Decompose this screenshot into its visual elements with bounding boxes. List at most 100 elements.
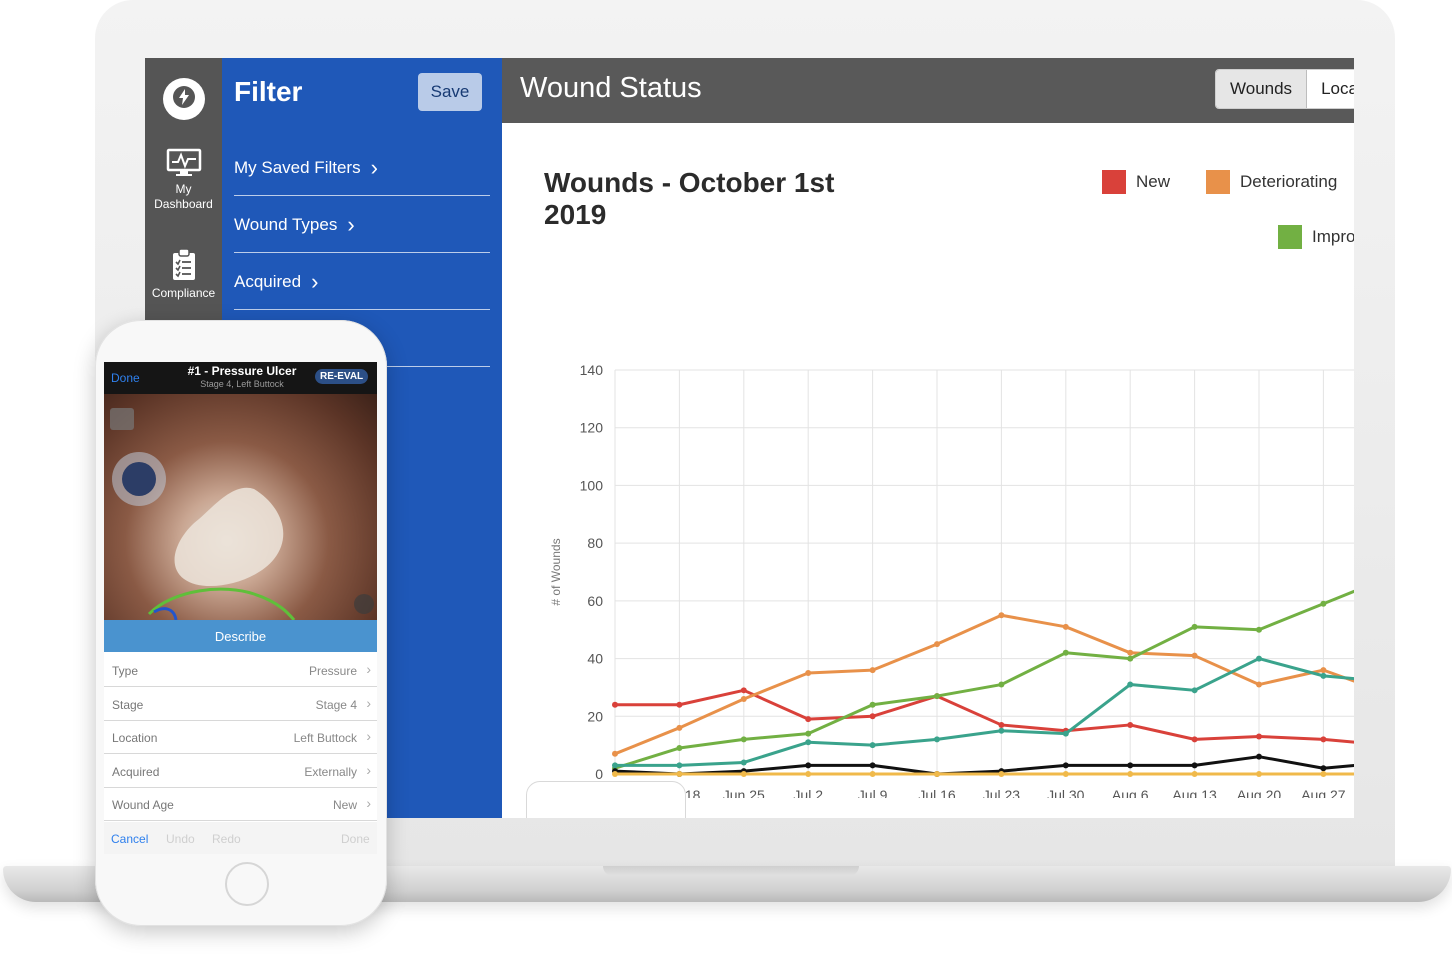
row-value: Left Buttock bbox=[293, 731, 357, 745]
wound-outline bbox=[147, 487, 296, 620]
detail-row-wound-age[interactable]: Wound Age New › bbox=[104, 788, 377, 821]
legend-item-deteriorating[interactable]: Deteriorating bbox=[1206, 170, 1337, 194]
describe-tab[interactable]: Describe bbox=[104, 620, 377, 652]
reeval-button[interactable]: RE-EVAL bbox=[315, 369, 369, 384]
undo-button[interactable]: Undo bbox=[166, 832, 195, 846]
toolbar-done-button[interactable]: Done bbox=[341, 832, 370, 846]
legend-item-new[interactable]: New bbox=[1102, 170, 1170, 194]
legend-label: Impro bbox=[1312, 227, 1354, 246]
monitor-icon bbox=[145, 148, 222, 178]
data-point bbox=[612, 762, 618, 769]
data-point bbox=[1320, 736, 1327, 743]
series-line-0 bbox=[615, 688, 1354, 744]
legend-item-improving[interactable]: Impro bbox=[1278, 225, 1354, 249]
data-point bbox=[869, 713, 876, 720]
sidebar-item-dashboard[interactable]: My Dashboard bbox=[145, 148, 222, 212]
detail-row-stage[interactable]: Stage Stage 4 › bbox=[104, 688, 377, 721]
data-point bbox=[740, 759, 747, 766]
data-point bbox=[1062, 771, 1069, 777]
sidebar-item-compliance[interactable]: Compliance bbox=[145, 248, 222, 301]
cancel-button[interactable]: Cancel bbox=[111, 832, 149, 846]
x-tick-label: Jul 16 bbox=[918, 787, 956, 798]
y-tick-label: 0 bbox=[595, 766, 603, 782]
legend-label: New bbox=[1136, 172, 1171, 191]
chevron-right-icon: › bbox=[366, 728, 371, 744]
data-point bbox=[1256, 771, 1262, 777]
series-line-4 bbox=[614, 755, 1354, 776]
detail-row-acquired[interactable]: Acquired Externally › bbox=[104, 755, 377, 788]
y-tick-label: 40 bbox=[587, 651, 603, 667]
data-point bbox=[805, 716, 812, 723]
bottom-tab-stub[interactable] bbox=[526, 781, 686, 818]
save-button[interactable]: Save bbox=[418, 73, 482, 111]
data-point bbox=[998, 612, 1005, 619]
data-point bbox=[1191, 771, 1198, 777]
redo-button[interactable]: Redo bbox=[212, 832, 241, 846]
chevron-right-icon: › bbox=[370, 154, 378, 180]
chart-card: Wounds - October 1st 2019 New Deteriorat… bbox=[502, 123, 1354, 818]
data-point bbox=[805, 730, 812, 737]
y-tick-label: 60 bbox=[587, 593, 603, 609]
data-point bbox=[612, 771, 618, 777]
data-point bbox=[676, 701, 683, 708]
data-point bbox=[998, 727, 1005, 734]
phone-frame: Done #1 - Pressure Ulcer Stage 4, Left B… bbox=[95, 320, 387, 926]
home-button[interactable] bbox=[225, 862, 269, 906]
chart-title: Wounds - October 1st 2019 bbox=[544, 167, 835, 230]
data-point bbox=[869, 762, 876, 769]
data-point bbox=[1256, 681, 1262, 688]
filter-item-label: Wound Types bbox=[234, 214, 338, 234]
data-point bbox=[1191, 736, 1198, 743]
x-tick-label: Aug 6 bbox=[1112, 787, 1149, 798]
legend-swatch bbox=[1206, 170, 1230, 194]
detail-row-location[interactable]: Location Left Buttock › bbox=[104, 721, 377, 754]
filter-item-wound-types[interactable]: Wound Types › bbox=[234, 197, 490, 253]
data-point bbox=[1127, 721, 1134, 728]
row-label: Type bbox=[112, 664, 139, 678]
chevron-right-icon: › bbox=[311, 268, 319, 294]
wound-photo[interactable] bbox=[104, 394, 377, 620]
legend-swatch bbox=[1102, 170, 1126, 194]
tab-wounds[interactable]: Wounds bbox=[1216, 70, 1308, 108]
data-point bbox=[1191, 762, 1198, 769]
sidebar-item-label: My Dashboard bbox=[154, 182, 213, 211]
data-point bbox=[676, 724, 683, 731]
data-point bbox=[1191, 623, 1198, 630]
data-point bbox=[1127, 649, 1134, 656]
x-tick-label: Jul 30 bbox=[1047, 787, 1085, 798]
history-icon[interactable] bbox=[354, 594, 374, 614]
y-axis-label: # of Wounds bbox=[549, 538, 563, 605]
data-point bbox=[805, 739, 812, 746]
clipboard-icon bbox=[145, 248, 222, 282]
data-point bbox=[1320, 771, 1327, 777]
row-label: Acquired bbox=[112, 765, 160, 779]
series-line-3 bbox=[615, 657, 1354, 767]
data-point bbox=[1256, 655, 1262, 662]
measure-button[interactable] bbox=[112, 452, 166, 506]
data-point bbox=[805, 762, 812, 769]
filter-item-acquired[interactable]: Acquired › bbox=[234, 254, 490, 310]
chevron-right-icon: › bbox=[347, 211, 355, 237]
series-line-2 bbox=[614, 589, 1354, 770]
data-point bbox=[805, 670, 812, 676]
phone-toolbar: Cancel Undo Redo Done bbox=[104, 822, 377, 854]
row-label: Wound Age bbox=[112, 798, 174, 812]
data-point bbox=[676, 745, 683, 752]
data-point bbox=[998, 771, 1005, 777]
data-point bbox=[740, 695, 747, 702]
phone-subtitle: Stage 4, Left Buttock bbox=[200, 379, 284, 389]
data-point bbox=[1191, 687, 1198, 694]
x-tick-label: Jul 2 bbox=[793, 787, 823, 798]
phone-done-button[interactable]: Done bbox=[111, 371, 140, 385]
x-tick-label: Jul 9 bbox=[858, 787, 888, 798]
x-tick-label: Jul 23 bbox=[983, 787, 1021, 798]
filter-item-label: My Saved Filters bbox=[234, 157, 361, 177]
filter-item-saved-filters[interactable]: My Saved Filters › bbox=[234, 140, 490, 196]
app-logo[interactable] bbox=[163, 78, 205, 120]
data-point bbox=[869, 742, 876, 749]
tab-locations[interactable]: Loca bbox=[1307, 70, 1354, 108]
phone-title: #1 - Pressure Ulcer bbox=[187, 364, 297, 378]
add-comment-icon[interactable] bbox=[110, 408, 134, 430]
detail-row-type[interactable]: Type Pressure › bbox=[104, 654, 377, 687]
data-point bbox=[1320, 600, 1327, 607]
